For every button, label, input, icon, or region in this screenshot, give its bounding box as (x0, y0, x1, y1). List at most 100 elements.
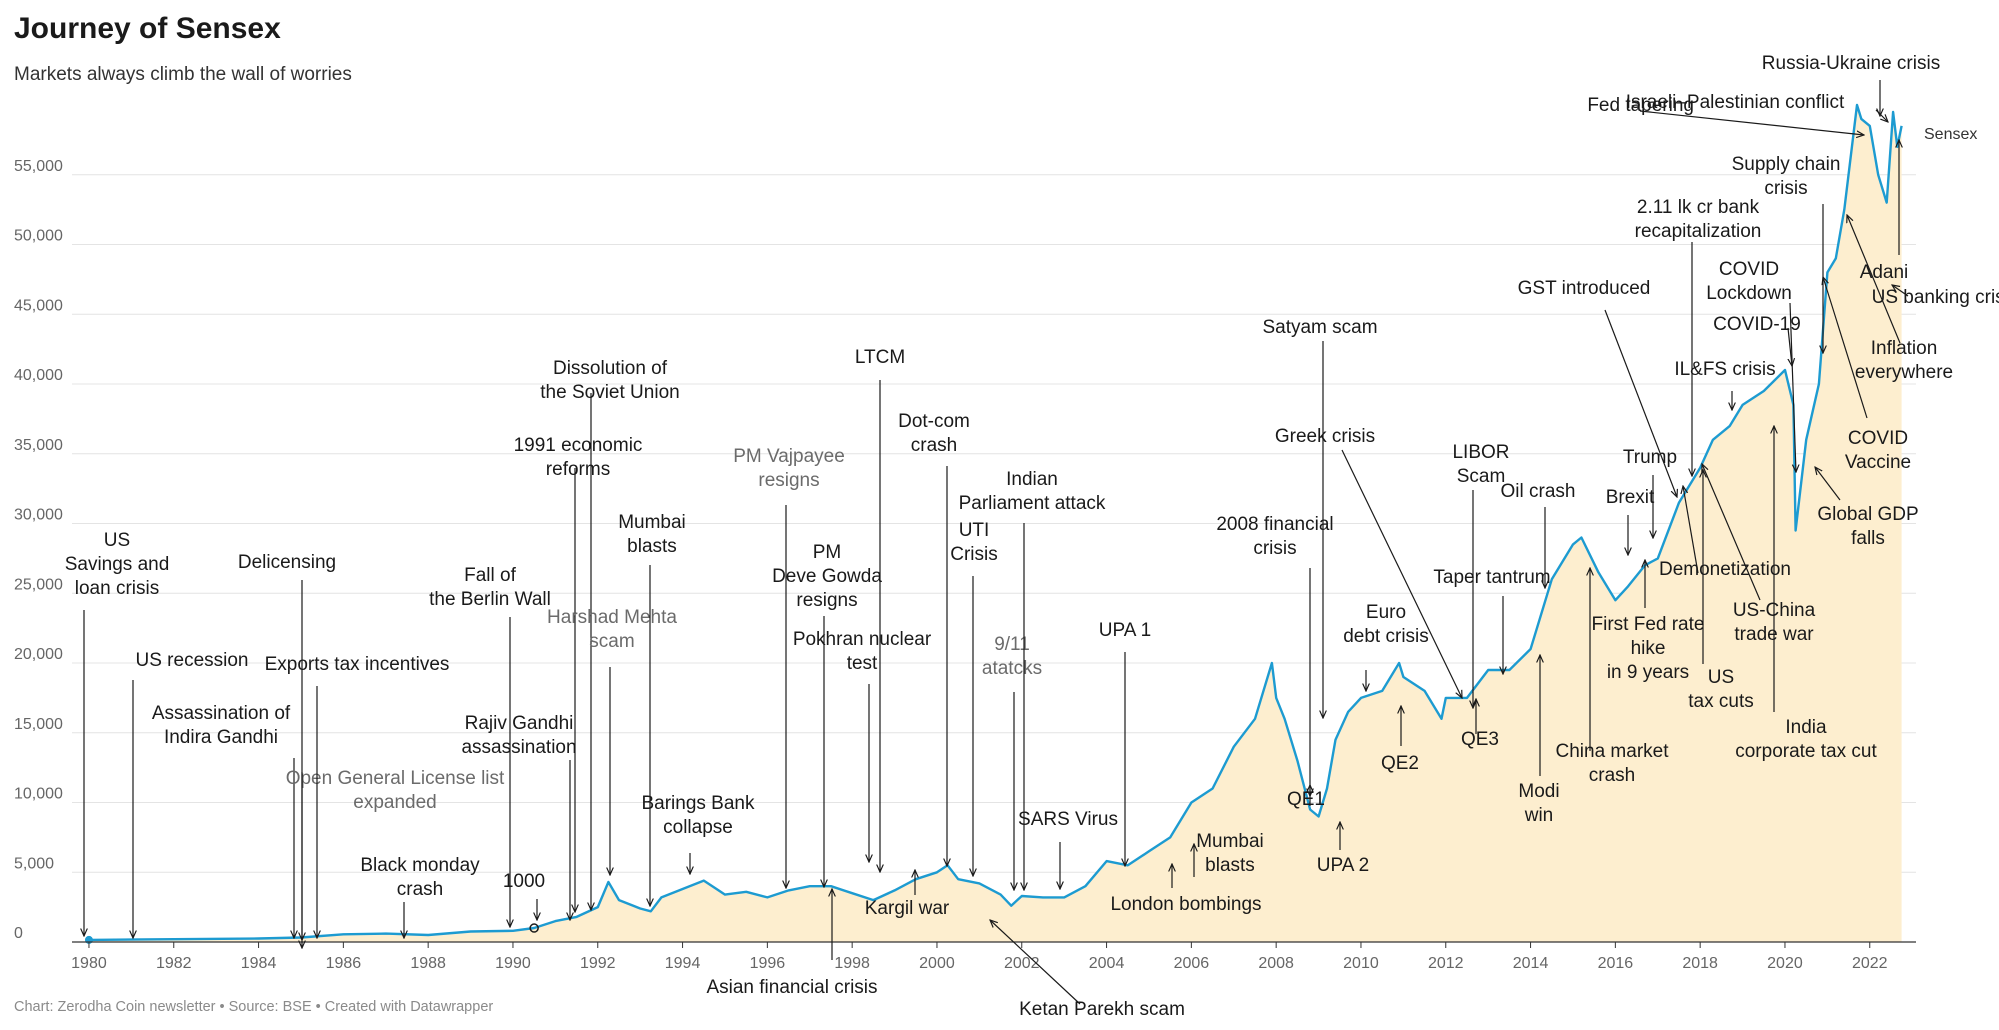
annotation-label: PM Deve Gowda resigns (772, 542, 882, 611)
annotation: Exports tax incentives (265, 654, 449, 938)
annotation: Harshad Mehta scam (547, 607, 677, 875)
annotation-label: PM Vajpayee resigns (733, 446, 845, 491)
x-tick-label: 1996 (750, 955, 786, 972)
event-annotations: US Savings and loan crisis US recession Assa… (65, 53, 1999, 1020)
annotation-label: First Fed rate hike in 9 years (1592, 614, 1705, 683)
annotation-label: 1991 economic reforms (514, 435, 643, 480)
chart-subtitle: Markets always climb the wall of worries (14, 64, 352, 85)
annotation-arrow (1847, 215, 1901, 344)
annotation: Modi win (1518, 655, 1560, 826)
annotation: QE3 (1461, 699, 1499, 750)
annotation-label: COVID Lockdown (1706, 259, 1792, 304)
annotation: India corporate tax cut (1735, 426, 1877, 762)
annotation: Global GDP falls (1815, 467, 1919, 549)
annotation: UPA 1 (1099, 620, 1151, 866)
annotation-label: Greek crisis (1275, 426, 1375, 447)
chart-footer: Chart: Zerodha Coin newsletter • Source:… (14, 999, 494, 1015)
x-tick-label: 1984 (241, 955, 277, 972)
x-tick-label: 2002 (1004, 955, 1040, 972)
annotation: Mumbai blasts (618, 512, 686, 906)
x-tick-label: 1982 (156, 955, 192, 972)
annotation-label: Modi win (1518, 781, 1559, 826)
annotation: London bombings (1110, 864, 1262, 915)
series-line-sensex (88, 103, 1903, 942)
annotation-label: Russia-Ukraine crisis (1762, 53, 1940, 74)
annotation: Delicensing (238, 552, 336, 948)
y-tick-label: 50,000 (14, 228, 63, 245)
annotation-label: Euro debt crisis (1343, 602, 1429, 647)
x-tick-label: 2016 (1598, 955, 1634, 972)
y-tick-label: 0 (14, 925, 23, 942)
series-label: Sensex (1924, 126, 1977, 143)
annotation: QE1 (1287, 785, 1325, 810)
annotation-label: China market crash (1556, 741, 1670, 786)
sensex-line: Sensex (84, 103, 1977, 944)
annotation: Pokhran nuclear test (793, 629, 932, 862)
x-tick-label: 2020 (1767, 955, 1803, 972)
annotation-arrow (1875, 109, 1888, 122)
annotation: 1991 economic reforms (514, 435, 643, 912)
annotation: 2008 financial crisis (1216, 514, 1334, 796)
annotation-label: LIBOR Scam (1452, 442, 1509, 487)
annotation-arrow (1788, 327, 1792, 366)
annotation-label: 2008 financial crisis (1216, 514, 1333, 559)
annotation-label: Ketan Parekh scam (1019, 999, 1185, 1020)
annotation-label: LTCM (855, 347, 905, 368)
annotation-label: US recession (136, 650, 249, 671)
annotation-label: Inflation everywhere (1855, 338, 1953, 383)
annotation-label: Barings Bank collapse (641, 793, 755, 838)
annotation: Dot-com crash (898, 411, 970, 866)
x-tick-label: 2000 (919, 955, 955, 972)
annotation-label: Brexit (1606, 487, 1655, 508)
annotation-label: Global GDP falls (1817, 504, 1918, 549)
annotation: Satyam scam (1262, 317, 1378, 718)
annotation-label: Indian Parliament attack (959, 469, 1106, 514)
annotation-label: Demonetization (1659, 559, 1791, 580)
annotation: 1000 (503, 871, 545, 920)
annotation: Euro debt crisis (1343, 602, 1429, 691)
annotation-label: Black monday crash (360, 855, 480, 900)
y-tick-label: 25,000 (14, 576, 63, 593)
annotation-label: Delicensing (238, 552, 336, 573)
annotation: US tax cuts (1688, 470, 1754, 712)
annotation: COVID-19 (1713, 314, 1801, 366)
annotation-arrow (1789, 302, 1796, 472)
annotation: IL&FS crisis (1674, 359, 1776, 410)
annotation-label: Assassination of Indira Gandhi (152, 703, 291, 748)
x-tick-label: 2004 (1089, 955, 1125, 972)
annotation: COVID Vaccine (1823, 277, 1911, 473)
annotation-label: Open General License list expanded (286, 768, 505, 813)
y-tick-label: 30,000 (14, 507, 63, 524)
annotation-label: 9/11 atatcks (982, 634, 1042, 679)
annotation: US banking crisis (1872, 285, 1999, 308)
annotation-arrow (1892, 285, 1909, 297)
annotation-label: QE3 (1461, 729, 1499, 750)
annotation: US recession (133, 650, 249, 938)
annotation-arrow (1639, 110, 1864, 135)
annotation: Demonetization (1659, 486, 1791, 580)
annotation: Oil crash (1501, 481, 1575, 588)
annotation-label: Taper tantrum (1433, 567, 1550, 588)
annotation: 2.11 lk cr bank recapitalization (1635, 197, 1761, 476)
x-tick-label: 1992 (580, 955, 616, 972)
sensex-area (89, 105, 1902, 942)
annotation-label: Israeli–Palestinian conflict (1626, 92, 1845, 113)
y-tick-label: 40,000 (14, 367, 63, 384)
x-tick-label: 2008 (1258, 955, 1294, 972)
milestone-1000-marker (529, 923, 539, 933)
annotation-label: Dissolution of the Soviet Union (540, 358, 679, 403)
annotation: SARS Virus (1018, 809, 1118, 889)
y-tick-label: 15,000 (14, 716, 63, 733)
x-tick-label: 1994 (665, 955, 701, 972)
annotation-label: Supply chain crisis (1732, 154, 1841, 199)
x-tick-label: 1986 (326, 955, 362, 972)
annotation-label: India corporate tax cut (1735, 717, 1877, 762)
annotation: COVID Lockdown (1706, 259, 1796, 472)
annotation-label: GST introduced (1518, 278, 1651, 299)
annotation: UPA 2 (1317, 822, 1369, 876)
annotation: Brexit (1606, 487, 1655, 555)
annotation: Inflation everywhere (1847, 215, 1953, 383)
annotation: GST introduced (1518, 278, 1677, 497)
annotation-label: Harshad Mehta scam (547, 607, 677, 652)
